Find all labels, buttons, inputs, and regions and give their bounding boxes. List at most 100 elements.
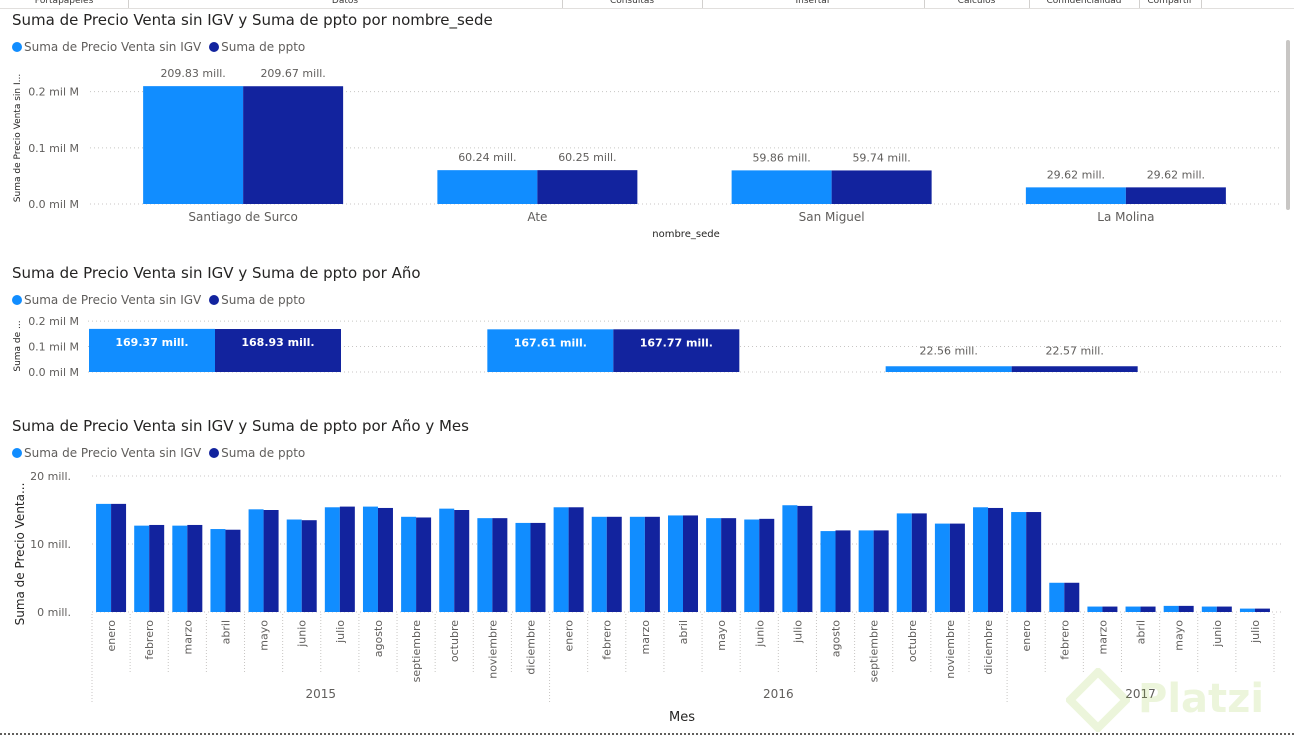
bar-precio [706, 518, 722, 612]
y-tick-label: 0.2 mil M [28, 86, 79, 99]
x-tick-label: junio [753, 620, 766, 648]
chart-anio-legend[interactable]: Suma de Precio Venta sin IGV Suma de ppt… [12, 293, 309, 308]
legend-item-ppto[interactable]: Suma de ppto [209, 40, 305, 54]
legend-label: Suma de ppto [221, 293, 306, 307]
chart-mes[interactable]: 0 mill. 10 mill. 20 mill.Suma de Precio Ve… [0, 462, 1294, 728]
ribbon-group-consultas[interactable]: Consultas [562, 0, 703, 8]
bar-precio [1125, 606, 1141, 612]
x-tick-label: febrero [601, 620, 614, 660]
bar-ppto [568, 507, 584, 612]
bar-ppto [111, 503, 127, 612]
legend-item-precio[interactable]: Suma de Precio Venta sin IGV [12, 40, 201, 54]
bar-ppto [683, 515, 698, 612]
bar-precio [591, 516, 607, 612]
legend-label: Suma de ppto [221, 40, 306, 54]
bar-ppto [1178, 605, 1194, 612]
bar-ppto [339, 506, 355, 612]
y-axis-label: Suma de Precio Venta... [13, 483, 27, 626]
bar-ppto [1125, 187, 1226, 204]
legend-item-ppto[interactable]: Suma de ppto [209, 293, 305, 307]
bar-ppto [243, 86, 344, 204]
bar-precio [401, 516, 417, 612]
chart-mes-legend[interactable]: Suma de Precio Venta sin IGV Suma de ppt… [12, 446, 309, 461]
x-tick-label: agosto [830, 620, 843, 657]
bar-ppto [1102, 606, 1118, 612]
ribbon-group-compartir[interactable]: Compartir [1139, 0, 1202, 8]
bar-ppto [721, 518, 737, 612]
legend-label: Suma de Precio Venta sin IGV [24, 40, 202, 54]
bar-precio [1201, 606, 1217, 612]
data-label: 59.74 mill. [852, 151, 910, 164]
legend-dot-icon [209, 448, 220, 458]
bar-ppto [1011, 366, 1138, 372]
ribbon-group-calculos[interactable]: Cálculos [924, 0, 1030, 8]
bar-precio [437, 170, 538, 204]
ribbon-group-datos[interactable]: Datos [128, 0, 563, 8]
bar-ppto [613, 329, 740, 372]
bar-ppto [301, 520, 317, 612]
y-tick-label: 0 mill. [37, 606, 71, 619]
bar-precio [210, 529, 226, 612]
chart-sede[interactable]: 0.0 mil M 0.1 mil M 0.2 mil M Suma de Preci… [0, 60, 1294, 250]
legend-item-precio[interactable]: Suma de Precio Venta sin IGV [12, 293, 201, 307]
ribbon-group-confidencialidad[interactable]: Confidencialidad [1029, 0, 1140, 8]
bar-ppto [1140, 606, 1156, 612]
legend-item-precio[interactable]: Suma de Precio Venta sin IGV [12, 446, 201, 460]
legend-label: Suma de Precio Venta sin IGV [24, 293, 202, 307]
bar-ppto [149, 524, 165, 612]
x-tick-label: abril [219, 620, 232, 644]
x-tick-label: San Miguel [799, 210, 865, 224]
y-tick-label: 0.2 mil M [28, 315, 79, 328]
x-tick-label: mayo [1173, 620, 1186, 651]
x-tick-label: marzo [181, 620, 194, 655]
year-label: 2017 [1125, 687, 1156, 701]
bar-ppto [873, 530, 889, 612]
bar-precio [820, 531, 836, 612]
vertical-scrollbar[interactable] [1286, 40, 1290, 210]
bar-ppto [644, 516, 660, 612]
chart-anio[interactable]: 0.0 mil M 0.1 mil M 0.2 mil M Suma de ... 16… [0, 310, 1294, 390]
bar-precio [1239, 608, 1255, 612]
legend-item-ppto[interactable]: Suma de ppto [209, 446, 305, 460]
bar-ppto [1026, 512, 1042, 612]
x-tick-label: febrero [143, 620, 156, 660]
bar-precio [134, 525, 150, 612]
x-axis-label: Mes [669, 710, 695, 725]
data-label: 169.37 mill. [115, 336, 188, 349]
legend-dot-icon [209, 42, 220, 52]
bar-ppto [1064, 582, 1080, 612]
bar-precio [248, 509, 264, 612]
bar-precio [744, 519, 760, 612]
bar-ppto [215, 328, 341, 372]
x-tick-label: agosto [372, 620, 385, 657]
bar-precio [362, 506, 378, 612]
x-tick-label: junio [296, 620, 309, 648]
bar-precio [324, 507, 340, 612]
bar-precio [934, 523, 950, 612]
bar-precio [1163, 605, 1179, 612]
bar-precio [1087, 606, 1103, 612]
bar-precio [439, 508, 455, 612]
bar-ppto [187, 524, 203, 612]
ribbon-group-portapapeles[interactable]: Portapapeles [0, 0, 129, 8]
bar-ppto [530, 522, 546, 612]
x-axis-label: nombre_sede [652, 229, 719, 240]
bar-precio [553, 507, 569, 612]
x-tick-label: julio [791, 620, 804, 644]
data-label: 167.77 mill. [640, 336, 713, 349]
y-tick-label: 0.0 mil M [28, 198, 79, 211]
bar-precio [96, 503, 112, 612]
page-bottom-border [0, 733, 1294, 735]
x-tick-label: enero [563, 620, 576, 652]
x-tick-label: octubre [906, 620, 919, 662]
chart-sede-legend[interactable]: Suma de Precio Venta sin IGV Suma de ppt… [12, 40, 309, 55]
y-tick-label: 0.0 mil M [28, 366, 79, 379]
bar-precio [1011, 512, 1027, 612]
chart-sede-title: Suma de Precio Venta sin IGV y Suma de p… [12, 11, 493, 29]
bar-ppto [377, 507, 393, 612]
bar-precio [487, 329, 614, 372]
bar-ppto [606, 516, 622, 612]
bar-ppto [949, 523, 965, 612]
x-tick-label: diciembre [524, 620, 537, 675]
ribbon-group-insertar[interactable]: Insertar [702, 0, 925, 8]
